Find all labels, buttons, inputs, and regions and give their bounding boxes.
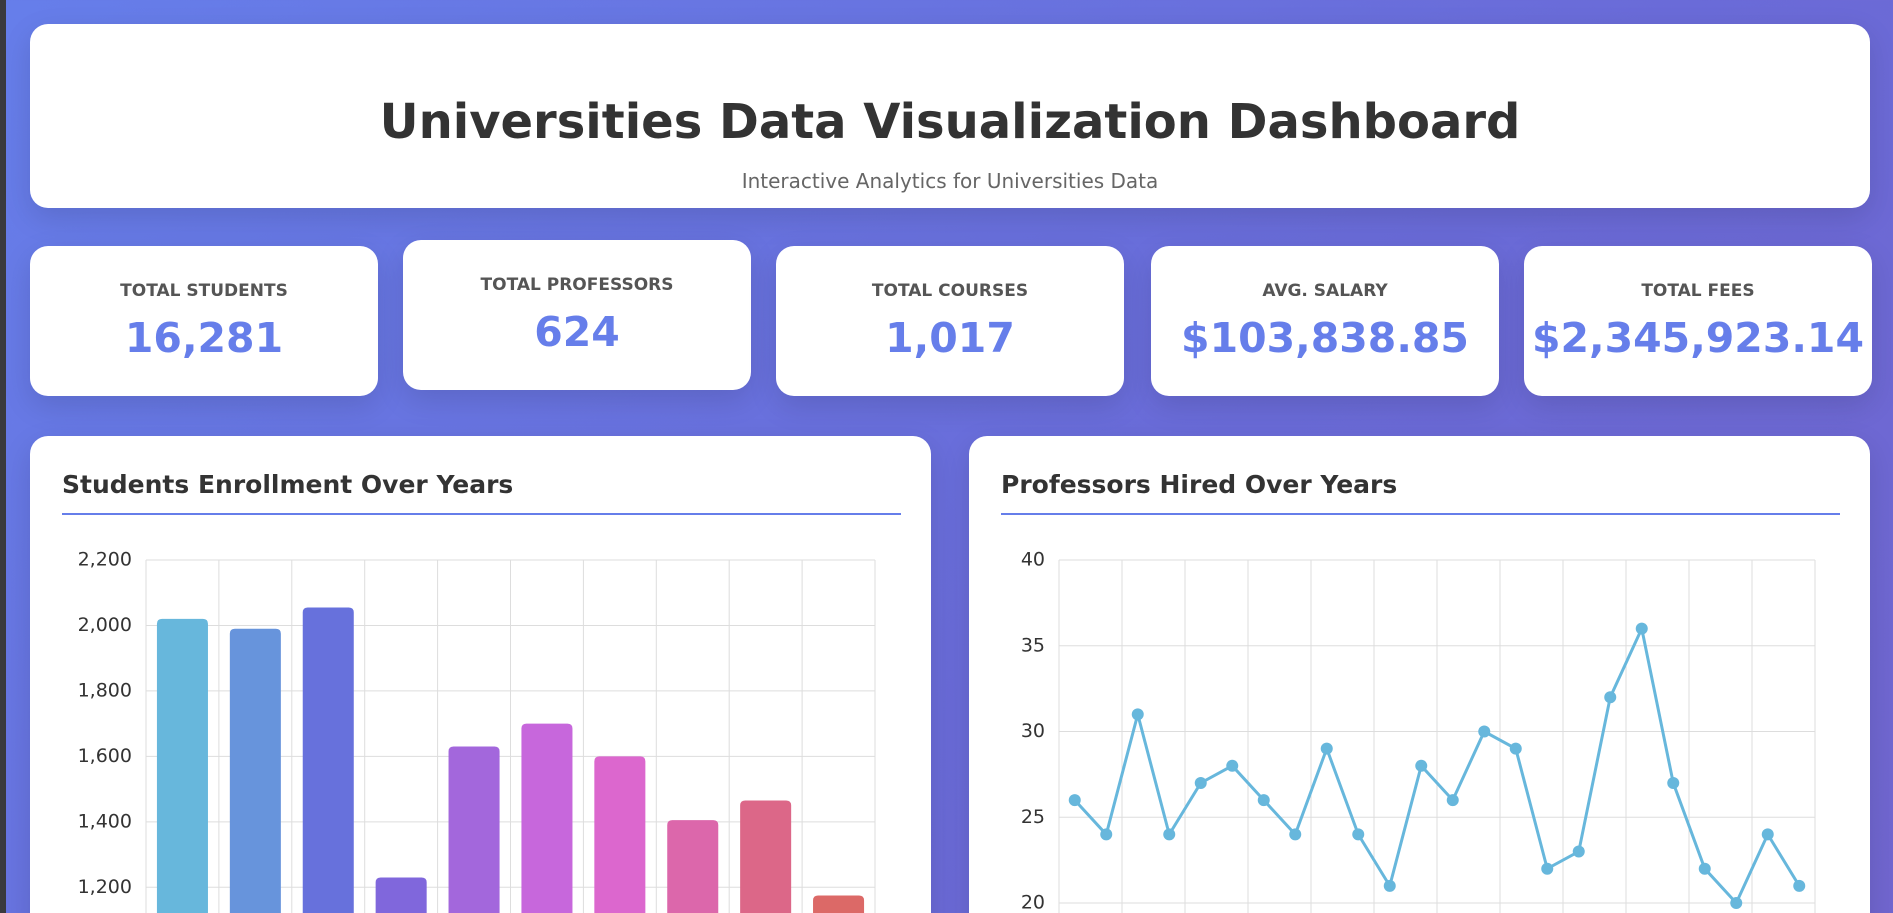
chart: 1,200 1,400 1,600 1,800 2,000 2,200 [78,549,876,913]
bar [156,618,208,913]
stat-value: 1,017 [885,314,1015,362]
chart: 20 25 30 35 40 [1021,549,1816,913]
y-tick-label: 1,200 [78,876,132,898]
y-tick-label: 1,400 [78,810,132,832]
bar [375,877,427,913]
point [1320,742,1333,755]
bar [448,746,500,913]
point [1352,828,1365,841]
stat-card: AVG. SALARY $103,838.85 [1151,246,1499,396]
bar [229,628,281,913]
stat-value: $2,345,923.14 [1531,314,1864,362]
y-tick-label: 2,200 [78,549,132,571]
stat-label: AVG. SALARY [1262,281,1388,301]
title-rule [62,513,901,515]
bar [740,800,792,913]
point [1163,828,1176,841]
chart-card: Professors Hired Over Years 20 25 30 35 40 [969,436,1870,913]
point [1572,845,1585,858]
point [1604,691,1617,704]
point [1068,794,1081,807]
point [1226,759,1239,772]
stat-card: TOTAL FEES $2,345,923.14 [1524,246,1872,396]
point [1667,776,1680,789]
point [1415,759,1428,772]
y-tick-label: 35 [1021,634,1045,656]
point [1793,879,1806,892]
point [1541,862,1554,875]
stat-label: TOTAL PROFESSORS [480,275,674,295]
y-tick-label: 2,000 [78,614,132,636]
point [1446,794,1459,807]
bar [302,607,354,913]
stat-label: TOTAL FEES [1641,281,1755,301]
stat-card: TOTAL PROFESSORS 624 [403,240,751,390]
bar [667,820,719,913]
window-edge [0,0,6,913]
point [1635,622,1648,635]
point [1383,879,1396,892]
chart-card: Students Enrollment Over Years 1,200 1,40… [30,436,931,913]
point [1194,776,1207,789]
page-subtitle: Interactive Analytics for Universities D… [741,169,1159,193]
y-tick-label: 20 [1021,892,1045,913]
bar [521,723,573,913]
point [1761,828,1774,841]
bar [594,756,646,913]
point [1730,897,1743,909]
y-tick-label: 30 [1021,720,1045,742]
title-rule [1001,513,1840,515]
y-tick-label: 40 [1021,549,1045,571]
point [1131,708,1144,721]
y-tick-label: 25 [1021,806,1045,828]
stat-card: TOTAL COURSES 1,017 [776,246,1124,396]
page-title: Universities Data Visualization Dashboar… [379,94,1521,150]
header-card: Universities Data Visualization Dashboar… [30,24,1870,208]
point [1698,862,1711,875]
stat-value: 624 [534,308,620,356]
chart-title: Students Enrollment Over Years [62,470,514,499]
y-tick-label: 1,800 [78,679,132,701]
stat-value: $103,838.85 [1181,314,1469,362]
point [1100,828,1113,841]
stat-card: TOTAL STUDENTS 16,281 [30,246,378,396]
point [1478,725,1491,738]
stat-label: TOTAL COURSES [871,281,1029,301]
chart-title: Professors Hired Over Years [1001,470,1398,499]
bar [813,895,865,913]
y-tick-label: 1,600 [78,745,132,767]
point [1289,828,1302,841]
stat-label: TOTAL STUDENTS [120,281,288,301]
point [1509,742,1522,755]
line [1073,623,1801,906]
point [1257,794,1270,807]
stat-value: 16,281 [124,314,284,362]
